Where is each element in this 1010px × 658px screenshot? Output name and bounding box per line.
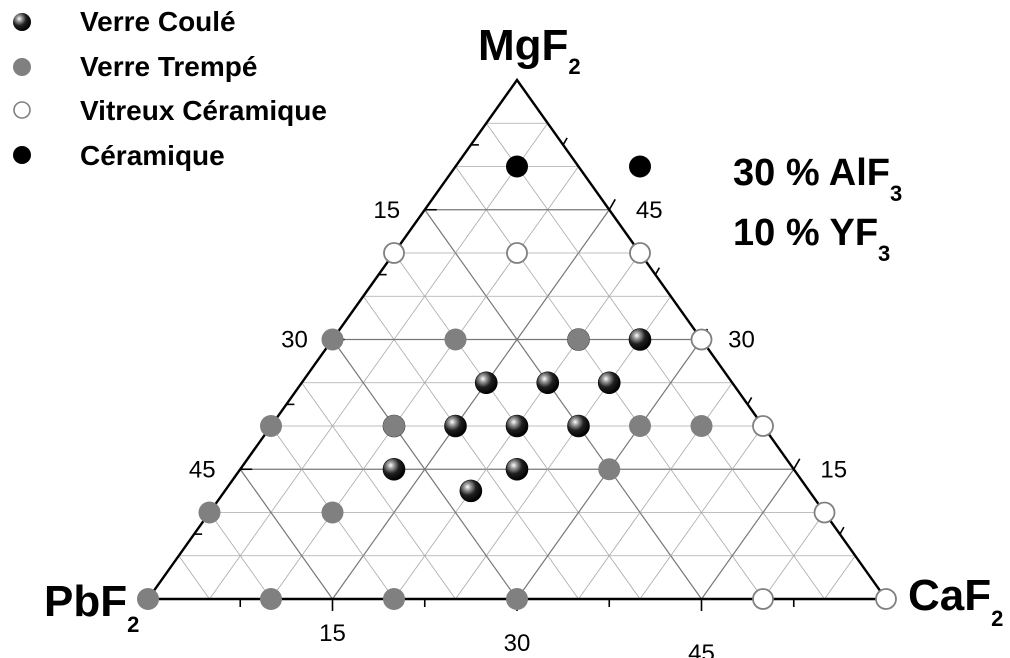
point-verre-coule-1 bbox=[628, 328, 652, 351]
tick-right-45 bbox=[608, 198, 616, 211]
grid-line-caf2-40 bbox=[639, 425, 764, 600]
tick-right-7.5 bbox=[839, 526, 845, 535]
point-verre-trempe-4 bbox=[198, 501, 221, 524]
tick-right-37.5 bbox=[654, 267, 661, 276]
point-vitreux-ceramique-4 bbox=[752, 415, 774, 437]
point-ceramique-1 bbox=[629, 155, 651, 178]
tick-label-bottom-15: 15 bbox=[319, 620, 346, 647]
grid-line-caf2-50 bbox=[762, 512, 825, 600]
point-vitreux-ceramique-5 bbox=[813, 501, 836, 524]
legend-label-verre-coule: Verre Coulé bbox=[80, 6, 236, 37]
point-verre-coule-8 bbox=[567, 414, 590, 438]
grid-line-pbf2-15 bbox=[424, 209, 702, 600]
point-vitreux-ceramique-7 bbox=[875, 588, 897, 610]
point-verre-trempe-5 bbox=[321, 501, 344, 524]
grid bbox=[178, 122, 856, 600]
tick-label-right-30: 30 bbox=[728, 327, 755, 354]
legend: Verre Coulé Verre Trempé Vitreux Céramiq… bbox=[13, 6, 327, 171]
tick-label-bottom-30: 30 bbox=[504, 630, 531, 657]
point-verre-trempe-10 bbox=[598, 458, 621, 481]
grid-line-caf2-55 bbox=[824, 555, 856, 600]
tick-right-22.5 bbox=[746, 397, 753, 405]
tick-label-right-15: 15 bbox=[820, 456, 847, 483]
point-verre-trempe-6 bbox=[260, 415, 282, 437]
grid-line-caf2-5 bbox=[209, 123, 549, 600]
annotation-yf3: 10 % YF3 bbox=[733, 212, 890, 266]
point-verre-trempe-8 bbox=[629, 415, 651, 437]
tick-label-left-45: 45 bbox=[189, 456, 216, 483]
point-ceramique-0 bbox=[506, 155, 528, 178]
tick-right-15 bbox=[793, 458, 801, 470]
point-verre-coule-3 bbox=[536, 371, 560, 395]
grid-line-pbf2-45 bbox=[239, 468, 333, 600]
point-verre-trempe-2 bbox=[383, 588, 405, 610]
point-vitreux-ceramique-6 bbox=[752, 588, 774, 610]
tick-label-left-30: 30 bbox=[281, 327, 308, 354]
annotation-alf3: 30 % AlF3 bbox=[733, 152, 902, 206]
point-vitreux-ceramique-2 bbox=[629, 242, 651, 264]
point-verre-coule-4 bbox=[597, 371, 621, 395]
point-verre-trempe-7 bbox=[383, 415, 405, 437]
data-points bbox=[137, 155, 897, 610]
point-verre-trempe-13 bbox=[567, 328, 590, 351]
tick-labels: 15 30 45 45 30 15 15 30 45 bbox=[189, 197, 847, 658]
grid-line-pbf2-35 bbox=[301, 382, 456, 600]
grid-line-pbf2-50 bbox=[209, 512, 272, 600]
axis-ticks bbox=[194, 137, 845, 611]
point-verre-coule-6 bbox=[444, 414, 467, 438]
legend-marker-ceramique bbox=[13, 146, 31, 164]
point-verre-trempe-1 bbox=[260, 588, 282, 610]
point-verre-coule-9 bbox=[505, 457, 529, 481]
grid-line-caf2-15 bbox=[332, 209, 610, 600]
tick-label-bottom-45: 45 bbox=[688, 640, 715, 658]
point-verre-trempe-11 bbox=[321, 328, 344, 351]
grid-line-pbf2-25 bbox=[362, 296, 579, 600]
point-vitreux-ceramique-3 bbox=[690, 328, 713, 351]
point-vitreux-ceramique-1 bbox=[506, 242, 528, 264]
tick-label-left-15: 15 bbox=[373, 197, 400, 224]
grid-line-pbf2-5 bbox=[485, 123, 825, 600]
apex-label-left: PbF2 bbox=[44, 577, 139, 637]
apex-label-top: MgF2 bbox=[478, 21, 581, 79]
grid-line-pbf2-30 bbox=[332, 339, 518, 600]
point-verre-trempe-12 bbox=[444, 328, 467, 351]
tick-label-right-45: 45 bbox=[636, 197, 663, 224]
point-verre-coule-2 bbox=[474, 371, 498, 395]
legend-label-vitreux-ceramique: Vitreux Céramique bbox=[80, 95, 327, 126]
grid-line-caf2-45 bbox=[701, 468, 795, 600]
point-verre-trempe-9 bbox=[690, 415, 713, 437]
point-verre-coule-10 bbox=[382, 457, 406, 481]
point-vitreux-ceramique-0 bbox=[383, 242, 405, 264]
legend-label-verre-trempe: Verre Trempé bbox=[80, 51, 257, 82]
legend-marker-verre-trempe bbox=[13, 58, 31, 76]
legend-marker-vitreux-ceramique bbox=[13, 101, 31, 119]
grid-line-pbf2-55 bbox=[178, 555, 210, 600]
tick-right-52.5 bbox=[562, 137, 568, 146]
point-verre-trempe-0 bbox=[137, 588, 159, 610]
legend-marker-verre-coule bbox=[13, 13, 31, 31]
point-verre-coule-7 bbox=[505, 414, 529, 438]
apex-label-right: CaF2 bbox=[908, 571, 1003, 631]
point-verre-coule-11 bbox=[459, 479, 483, 503]
legend-label-ceramique: Céramique bbox=[80, 140, 225, 171]
point-verre-trempe-3 bbox=[506, 588, 528, 610]
grid-line-caf2-35 bbox=[578, 382, 733, 600]
